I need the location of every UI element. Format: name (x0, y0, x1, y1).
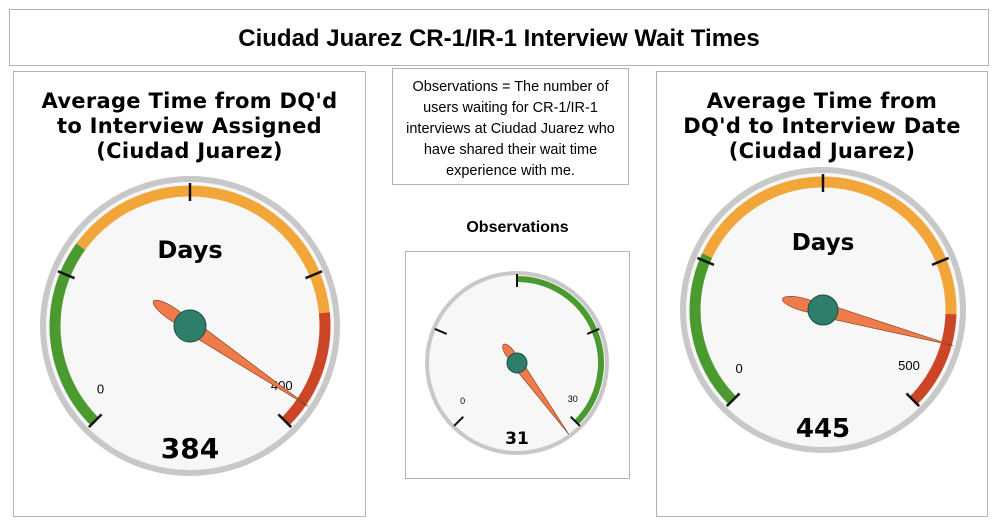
assigned-title-line: Average Time from DQ'd (41, 89, 338, 113)
observations-gauge-tick (453, 416, 464, 427)
interview-date-gauge-hub (807, 294, 839, 326)
observations-gauge-tick (434, 328, 448, 335)
interview-date-gauge-band-orange (702, 176, 957, 315)
interview-date-gauge-unit-label: Days (792, 230, 855, 256)
assigned-gauge-tick (305, 270, 323, 280)
interview-date-title-line: (Ciudad Juarez) (728, 139, 916, 163)
assigned-gauge-hub (173, 309, 207, 343)
interview-date-gauge-tick (696, 256, 715, 266)
observations-note: Observations = The number of users waiti… (406, 79, 615, 179)
assigned-gauge-min-label: 0 (97, 381, 104, 396)
assigned-gauge-title: Average Time from DQ'd to Interview Assi… (13, 89, 366, 164)
interview-date-gauge-tick (725, 392, 741, 408)
observations-note-box: Observations = The number of users waiti… (392, 68, 629, 185)
observations-gauge-tick (586, 328, 600, 335)
interview-date-gauge-tick (931, 256, 950, 266)
observations-gauge-title: Observations (466, 219, 569, 236)
interview-date-gauge-max-label: 500 (898, 358, 920, 373)
observations-gauge-min-label: 0 (460, 396, 465, 406)
assigned-gauge-band-orange (76, 185, 330, 314)
interview-date-gauge-value: 445 (796, 414, 850, 444)
assigned-gauge-unit-label: Days (157, 236, 222, 264)
interview-date-gauge-title: Average Time from DQ'd to Interview Date… (656, 89, 988, 164)
assigned-gauge-value: 384 (161, 432, 219, 465)
observations-gauge-value: 31 (505, 429, 529, 449)
observations-gauge-max-label: 30 (568, 394, 578, 404)
interview-date-gauge-min-label: 0 (736, 361, 743, 376)
assigned-gauge-band-green (49, 243, 99, 426)
dashboard-title-box: Ciudad Juarez CR-1/IR-1 Interview Wait T… (9, 9, 989, 66)
dashboard-title: Ciudad Juarez CR-1/IR-1 Interview Wait T… (238, 25, 760, 52)
assigned-gauge-tick (87, 413, 103, 429)
assigned-gauge-tick (277, 413, 293, 429)
assigned-title-line: (Ciudad Juarez) (96, 139, 283, 163)
interview-date-title-line: DQ'd to Interview Date (683, 114, 961, 138)
interview-date-gauge-band-red (909, 313, 957, 405)
assigned-gauge-tick (57, 270, 75, 280)
observations-gauge-hub (506, 352, 528, 374)
observations-gauge-tick (570, 416, 581, 427)
interview-date-gauge-tick (905, 392, 921, 408)
interview-date-gauge-band-green (689, 253, 737, 405)
assigned-gauge-band-red (281, 312, 331, 426)
interview-date-title-line: Average Time from (706, 89, 938, 113)
assigned-title-line: to Interview Assigned (56, 114, 323, 138)
